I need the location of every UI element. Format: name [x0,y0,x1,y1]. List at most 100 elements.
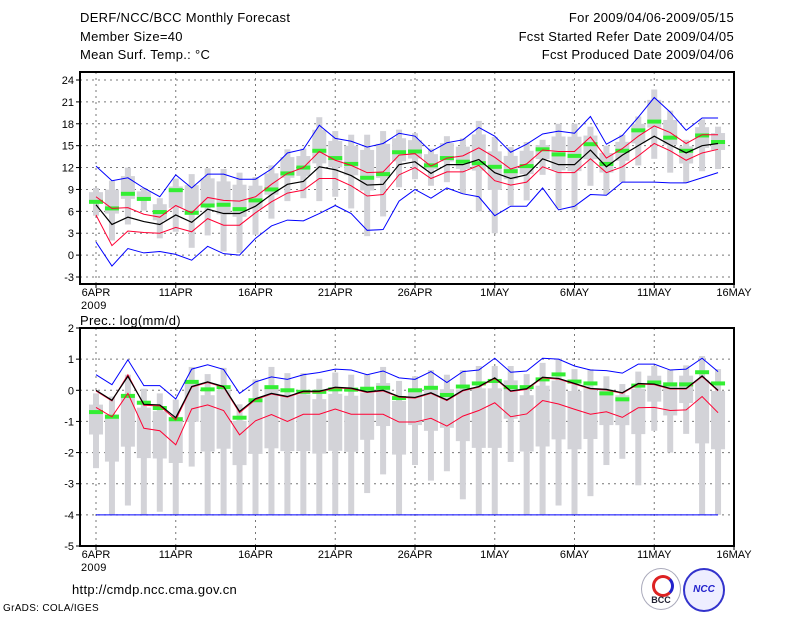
precip-range-box [551,380,566,440]
precip-median-mark [647,380,662,385]
precip-xtick-label: 6MAY [560,549,590,561]
precip-range-box [392,401,407,455]
precip-range-box [631,388,646,435]
bcc-emblem-icon [652,575,674,597]
precip-range-box [583,388,598,439]
precip-median-mark [519,385,534,390]
temp-median-mark [136,196,151,201]
precip-range-box [312,399,327,454]
precip-median-mark [439,392,454,397]
temp-median-mark [487,164,502,169]
temp-range-box [344,145,359,176]
precip-median-mark [392,396,407,401]
temp-median-mark [567,153,582,158]
precip-ytick-label: -1 [64,416,74,428]
precip-median-mark [503,385,518,390]
temp-median-mark [519,164,534,169]
chart-title: DERF/NCC/BCC Monthly Forecast [80,10,291,25]
precip-median-mark [711,381,726,386]
precip-xtick-label: 16APR [238,549,273,561]
precip-ytick-label: -4 [64,510,74,522]
precip-median-mark [264,385,279,390]
precip-median-mark [344,387,359,392]
temp-median-mark [264,187,279,192]
precip-median-mark [152,406,167,411]
precip-range-box [471,388,486,448]
temp-ytick-label: 15 [62,141,74,153]
website-url[interactable]: http://cmdp.ncc.cma.gov.cn [72,582,238,597]
precip-median-mark [360,386,375,391]
temp-median-mark [679,148,694,153]
temp-xtick-label: 26APR [398,287,433,299]
precip-median-mark [200,387,215,392]
temp-ytick-label: -3 [64,272,74,284]
temp-range-box [503,155,518,180]
precip-lower-spread-line [95,392,719,446]
temp-median-mark [120,191,135,196]
precip-range-box [599,389,614,426]
precip-range-box [264,389,279,449]
precip-median-mark [679,382,694,387]
member-size: Member Size=40 [80,29,183,44]
temp-median-mark [200,203,215,208]
temp-range-box [455,146,470,169]
temp-median-mark [344,161,359,166]
precip-max-line [95,357,719,400]
temp-frame [79,71,735,285]
temp-median-mark [663,135,678,140]
ncc-logo-text: NCC [693,584,715,595]
temp-xtick-label: 11APR [159,287,193,299]
temp-year-label: 2009 [81,300,107,312]
precip-range-box [216,389,231,449]
temp-median-mark [711,140,726,145]
temp-range-box [392,138,407,162]
temp-median-mark [631,128,646,133]
precip-xtick-label: 6APR [82,549,111,561]
temp-median-mark [232,207,247,212]
precip-median-mark [695,370,710,375]
temp-range-box [360,149,375,191]
precip-range-box [136,407,151,459]
forecast-produced-date: Fcst Produced Date 2009/04/06 [541,47,734,62]
precip-range-box [120,394,135,447]
precip-range-box [296,394,311,452]
temp-xtick-label: 21APR [318,287,353,299]
temp-max-line [95,96,719,198]
precip-range-box [360,392,375,440]
temp-median-mark [89,199,103,204]
precip-median-mark [551,372,566,377]
precip-median-mark [615,397,630,402]
temp-median-mark [599,161,614,166]
precip-frame [79,327,735,547]
precip-ytick-label: 1 [68,354,74,366]
temp-range-box [376,143,391,179]
precip-median-mark [535,377,550,382]
temp-range-box [487,151,502,190]
precip-range-box [104,414,119,462]
precip-median-mark [328,387,343,392]
precip-median-mark [280,388,295,393]
temp-median-mark [535,147,550,152]
temp-range-box [535,145,550,160]
precip-range-box [168,416,183,464]
forecast-started-date: Fcst Started Refer Date 2009/04/05 [518,29,734,44]
temp-ytick-label: 6 [68,206,74,218]
bcc-logo: BCC [641,568,681,610]
precip-range-box [519,395,534,452]
temp-median-mark [216,202,231,207]
precip-median-mark [631,383,646,388]
precip-ytick-label: -2 [64,448,74,460]
precip-range-box [695,379,710,444]
temp-median-mark [168,188,183,193]
temp-median-mark [408,149,422,154]
precip-range-box [487,388,502,448]
precip-xtick-label: 11MAY [637,549,672,561]
precip-range-box [248,399,263,454]
precip-mean-line [95,375,719,419]
precip-ytick-label: -5 [64,541,74,553]
temp-upper-spread-line [95,125,719,218]
precip-range-box [328,393,343,451]
precip-range-box [567,390,582,450]
temp-range-box [519,150,534,175]
temp-median-mark [455,159,470,164]
